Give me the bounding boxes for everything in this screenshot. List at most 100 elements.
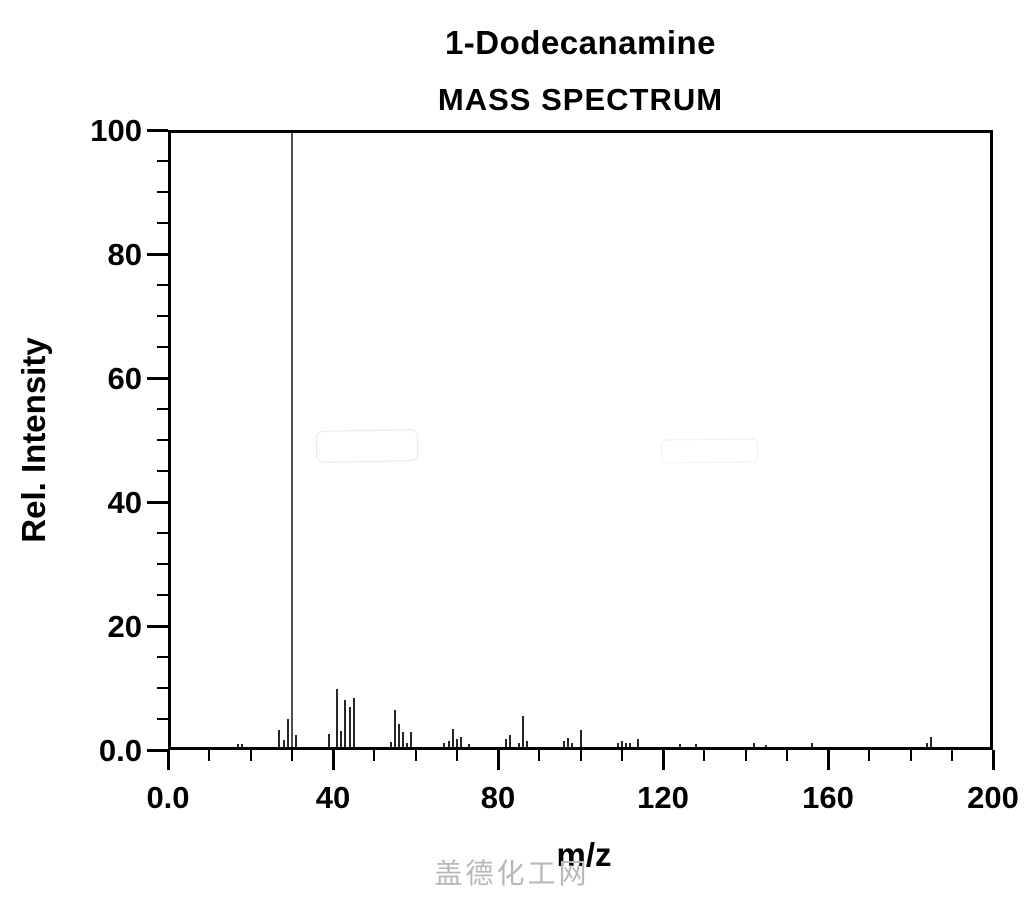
y-minor-tick [157,594,168,596]
x-major-tick [826,750,830,770]
x-minor-tick [744,750,747,761]
spectrum-bar [521,715,524,747]
x-minor-tick [950,750,953,761]
y-major-tick [147,748,168,752]
spectrum-bar [579,730,582,747]
spectrum-bar [286,718,289,747]
plot-area [168,130,993,750]
x-minor-tick [249,750,252,761]
spectrum-bar [563,740,565,747]
y-minor-tick [157,656,168,658]
y-tick-label: 80 [107,237,142,272]
spectrum-bar [509,734,512,747]
x-tick-label: 0.0 [146,780,190,815]
spectrum-bar [290,133,293,747]
spectrum-bar [930,737,933,747]
y-major-tick [147,376,168,380]
y-minor-tick [157,470,168,472]
x-tick-label: 120 [637,780,689,815]
x-tick-label: 160 [802,780,854,815]
spectrum-bar [278,730,281,747]
y-major-tick [147,128,168,132]
spectrum-bar [567,737,570,747]
y-minor-tick [157,191,168,193]
x-tick-label: 200 [967,780,1019,815]
spectrum-bar [282,739,285,747]
y-tick-label: 60 [107,361,142,396]
spectrum-bar [455,739,458,747]
spectrum-bar [327,733,330,747]
x-major-tick [991,750,995,770]
chart-subtitle: MASS SPECTRUM [437,82,724,117]
spectrum-bar [393,709,396,747]
y-major-tick [147,252,168,256]
spectrum-bar [637,739,640,747]
x-minor-tick [909,750,912,761]
x-minor-tick [414,750,417,761]
x-minor-tick [703,750,706,761]
y-minor-tick [157,408,168,410]
y-minor-tick [157,160,168,162]
spectrum-bar [678,743,681,747]
spectrum-bar [340,731,343,747]
spectrum-bar [752,742,755,747]
x-minor-tick [538,750,541,761]
spectrum-bar [237,743,240,747]
spectrum-bar [406,743,409,747]
spectrum-bar [447,740,450,747]
y-minor-tick [157,439,168,441]
y-minor-tick [157,222,168,224]
spectrum-bar [505,739,508,747]
y-minor-tick [157,284,168,286]
spectrum-bar [402,732,405,747]
y-minor-tick [157,315,168,317]
y-minor-tick [157,563,168,565]
spectrum-bar [571,743,574,747]
x-minor-tick [373,750,376,761]
spectrum-bar [765,744,768,747]
spectrum-bar [443,742,446,747]
spectrum-bar [352,697,355,747]
x-tick-label: 40 [315,780,351,815]
spectrum-bar [348,707,351,747]
spectrum-bar [695,743,697,747]
spectrum-bar [468,743,471,747]
spectrum-bar [624,742,627,747]
watermark-text: 盖德化工网 [434,858,590,889]
y-major-tick [147,500,168,504]
spectrum-bar [616,743,619,747]
x-minor-tick [579,750,582,761]
spectrum-bar [620,740,623,747]
artifact-smudge [315,429,419,463]
spectrum-bar [525,740,528,747]
y-minor-tick [157,532,168,534]
y-minor-tick [157,687,168,689]
spectrum-bar [459,736,462,747]
spectrum-bar [410,732,413,747]
x-major-tick [496,750,500,770]
spectrum-bar [398,723,400,747]
y-tick-label: 100 [90,113,142,148]
x-tick-label: 80 [480,780,516,815]
spectrum-bar [926,743,928,747]
x-minor-tick [620,750,623,761]
x-major-tick [331,750,335,770]
y-minor-tick [157,718,168,720]
y-tick-label: 20 [107,609,142,644]
spectrum-bar [810,743,813,747]
x-axis-title: m/z [556,836,612,873]
x-minor-tick [785,750,788,761]
spectrum-bar [389,742,392,747]
spectrum-bar [451,728,454,747]
y-tick-label: 0.0 [98,733,142,768]
x-minor-tick [208,750,211,761]
spectrum-bar [294,735,297,747]
spectrum-bar [336,689,339,747]
spectrum-bar [344,699,347,747]
y-major-tick [147,624,168,628]
x-major-tick [661,750,665,770]
spectrum-bar [241,743,244,747]
x-minor-tick [455,750,458,761]
x-minor-tick [290,750,293,761]
